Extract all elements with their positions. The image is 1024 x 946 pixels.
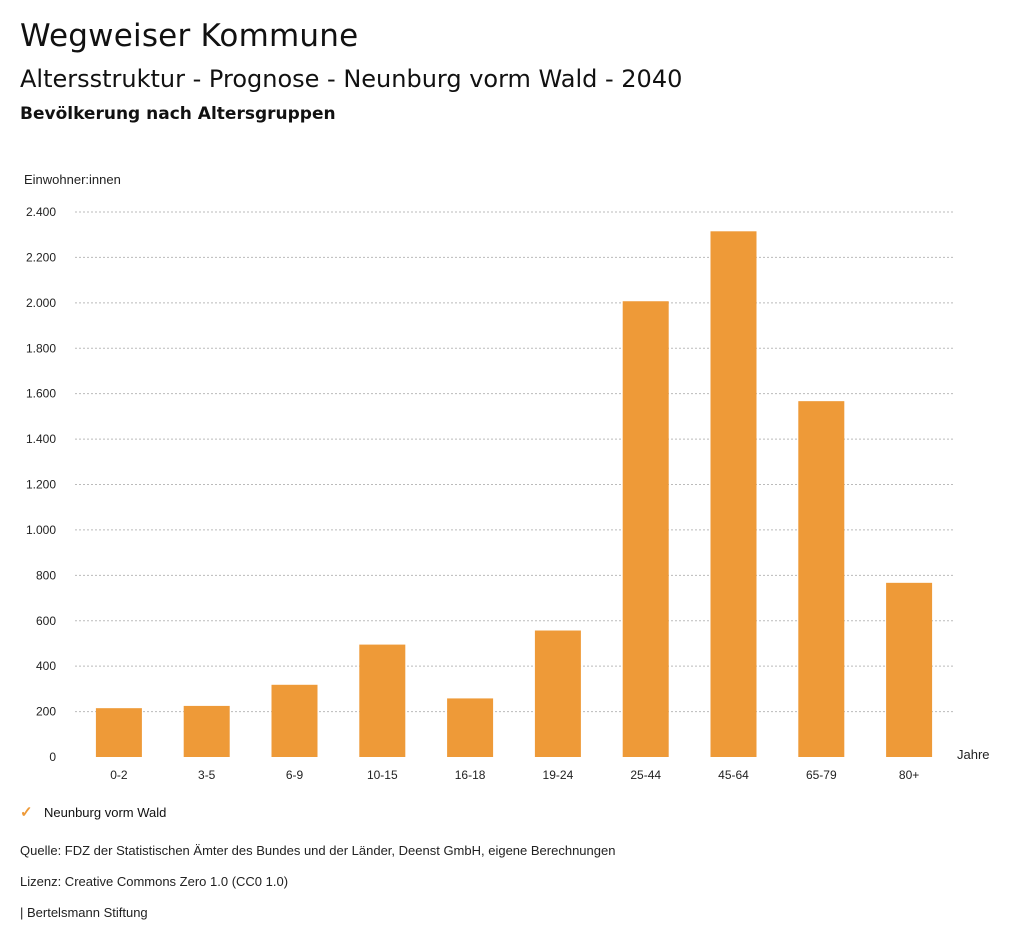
x-tick-label: 25-44 (630, 768, 661, 782)
bar-10-15[interactable] (359, 644, 406, 757)
y-tick-label: 400 (36, 659, 56, 673)
bar-45-64[interactable] (710, 231, 757, 757)
page-title: Wegweiser Kommune (20, 18, 359, 54)
x-tick-label: 45-64 (718, 768, 749, 782)
bar-25-44[interactable] (622, 301, 669, 757)
check-icon: ✓ (20, 804, 33, 821)
x-tick-label: 0-2 (110, 768, 128, 782)
y-axis-ticks: 0 200 400 600 800 1.000 1.200 1.400 1.600 1.800 2.… (26, 205, 56, 764)
publisher-note: | Bertelsmann Stiftung (20, 905, 148, 920)
y-tick-label: 2.200 (26, 250, 56, 264)
chart-heading: Bevölkerung nach Altersgruppen (20, 104, 336, 124)
y-tick-label: 1.600 (26, 387, 56, 401)
y-tick-label: 1.800 (26, 341, 56, 355)
x-tick-label: 80+ (899, 768, 919, 782)
x-tick-label: 65-79 (806, 768, 837, 782)
bar-0-2[interactable] (95, 708, 142, 757)
x-tick-label: 16-18 (455, 768, 486, 782)
legend-item-neunburg[interactable]: ✓ Neunburg vorm Wald (20, 803, 166, 821)
x-tick-label: 19-24 (543, 768, 574, 782)
bar-65-79[interactable] (798, 401, 845, 757)
legend-label: Neunburg vorm Wald (44, 804, 167, 820)
x-tick-label: 3-5 (198, 768, 216, 782)
y-axis-label: Einwohner:innen (24, 172, 121, 187)
bar-chart: Einwohner:innen Jahre 0 200 400 600 800 1.000… (24, 172, 990, 782)
y-tick-label: 0 (49, 750, 56, 764)
x-tick-label: 10-15 (367, 768, 398, 782)
y-tick-label: 800 (36, 568, 56, 582)
x-axis-label: Jahre (957, 747, 990, 762)
bars (95, 231, 933, 757)
x-tick-label: 6-9 (286, 768, 304, 782)
bar-80+[interactable] (886, 582, 933, 757)
bar-16-18[interactable] (447, 698, 494, 757)
bar-6-9[interactable] (271, 684, 318, 757)
y-tick-label: 2.000 (26, 296, 56, 310)
y-tick-label: 200 (36, 705, 56, 719)
y-tick-label: 1.200 (26, 478, 56, 492)
y-tick-label: 600 (36, 614, 56, 628)
chart-subtitle: Altersstruktur - Prognose - Neunburg vor… (20, 65, 683, 93)
y-tick-label: 1.400 (26, 432, 56, 446)
bar-19-24[interactable] (534, 630, 581, 757)
source-note: Quelle: FDZ der Statistischen Ämter des … (20, 843, 616, 858)
license-note: Lizenz: Creative Commons Zero 1.0 (CC0 1… (20, 874, 289, 889)
y-tick-label: 2.400 (26, 205, 56, 219)
y-tick-label: 1.000 (26, 523, 56, 537)
x-axis-ticks: 0-2 3-5 6-9 10-15 16-18 19-24 25-44 45-64 65-79 8… (110, 768, 919, 782)
bar-3-5[interactable] (183, 705, 230, 757)
